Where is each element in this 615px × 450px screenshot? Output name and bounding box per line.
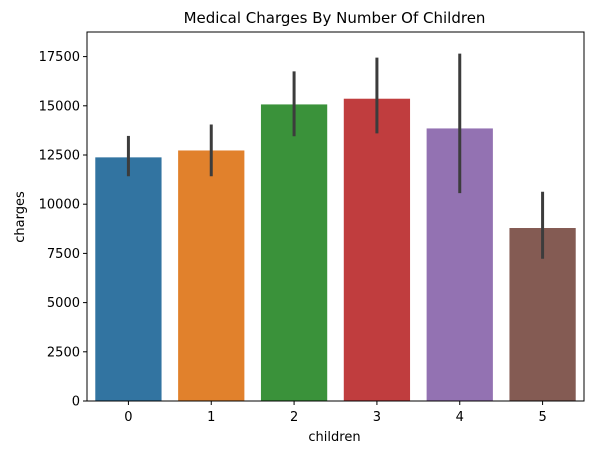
x-tick-label-4: 4 bbox=[456, 410, 464, 425]
x-axis-label: children bbox=[308, 430, 360, 445]
y-tick-label-12500: 12500 bbox=[39, 149, 80, 164]
bar-0 bbox=[95, 157, 162, 401]
bar-3 bbox=[343, 98, 411, 401]
plot-frame bbox=[86, 31, 585, 402]
bars-layer bbox=[95, 98, 576, 402]
x-tick-label-5: 5 bbox=[538, 410, 546, 425]
y-axis-label: charges bbox=[13, 191, 28, 243]
x-axis-ticks: 0 1 2 3 4 5 bbox=[124, 401, 547, 425]
y-tick-label-7500: 7500 bbox=[47, 247, 80, 262]
x-tick-label-1: 1 bbox=[207, 410, 215, 425]
y-tick-label-0: 0 bbox=[72, 395, 80, 410]
y-axis-ticks: 0 2500 5000 7500 10000 12500 15000 17500 bbox=[39, 50, 87, 410]
x-tick-label-2: 2 bbox=[290, 410, 298, 425]
chart-title: Medical Charges By Number Of Children bbox=[184, 9, 486, 27]
bar-1 bbox=[178, 150, 245, 401]
y-tick-label-5000: 5000 bbox=[47, 296, 80, 311]
bar-2 bbox=[260, 104, 328, 402]
y-tick-label-10000: 10000 bbox=[39, 198, 80, 213]
x-tick-label-0: 0 bbox=[124, 410, 132, 425]
y-tick-label-17500: 17500 bbox=[39, 50, 80, 65]
y-tick-label-2500: 2500 bbox=[47, 345, 80, 360]
x-tick-label-3: 3 bbox=[373, 410, 381, 425]
error-bars-layer bbox=[126, 53, 545, 259]
y-tick-label-15000: 15000 bbox=[39, 99, 80, 114]
